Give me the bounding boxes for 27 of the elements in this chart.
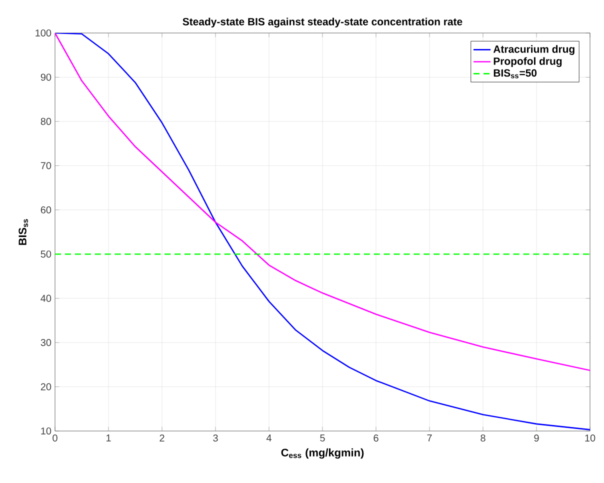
x-tick-label: 3 — [213, 434, 218, 442]
chart-title: Steady-state BIS against steady-state concentration rate — [182, 18, 462, 28]
y-tick-label: 70 — [40, 162, 52, 170]
y-axis-title: BIS$_{ss}$ — [18, 219, 28, 245]
y-tick-label: 90 — [40, 74, 52, 81]
y-tick-label: 40 — [40, 294, 52, 302]
x-tick-label: 1 — [106, 434, 111, 442]
x-tick-label: 6 — [374, 434, 378, 442]
x-tick-label: 4 — [266, 434, 272, 442]
x-tick-label: 5 — [320, 434, 325, 442]
x-tick-label: 0 — [52, 434, 58, 442]
y-tick-label: 80 — [40, 118, 52, 125]
x-tick-label: 8 — [480, 434, 486, 442]
y-tick-label: 100 — [36, 29, 52, 37]
y-tick-label: 60 — [40, 206, 52, 214]
x-tick-label: 2 — [160, 434, 164, 442]
legend-label: Propofol drug — [494, 57, 562, 68]
x-tick-label: 7 — [427, 434, 432, 442]
y-tick-label: 10 — [41, 427, 52, 435]
y-tick-label: 20 — [40, 383, 52, 390]
x-tick-label: 9 — [534, 434, 539, 442]
x-tick-label: 10 — [585, 434, 596, 442]
legend-label: BIS$_{ss}$=50 — [494, 69, 537, 78]
x-axis-title: C$_{ess}$ (mg/kgmin) — [281, 448, 364, 459]
y-tick-label: 50 — [40, 250, 52, 258]
legend-label: Atracurium drug — [493, 45, 574, 55]
y-tick-label: 30 — [40, 339, 52, 346]
